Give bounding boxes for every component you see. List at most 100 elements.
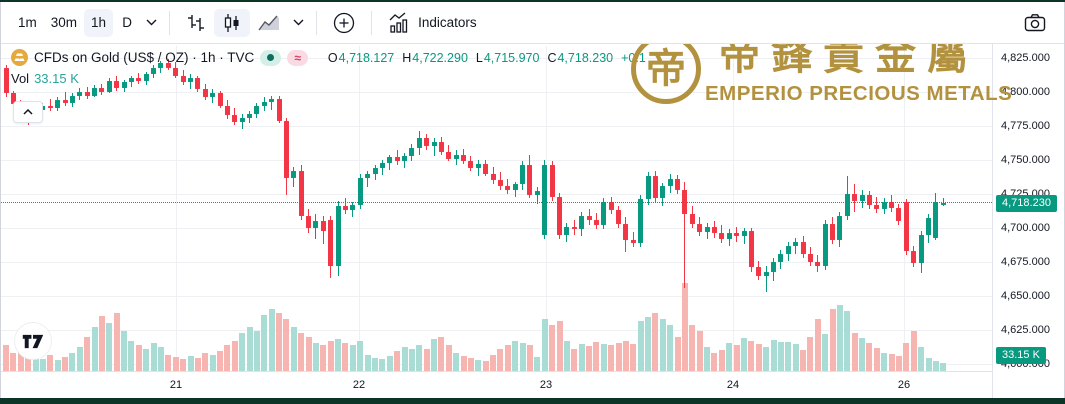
indicators-button[interactable]: Indicators [380,9,484,37]
vertical-gridline [359,46,360,371]
candle-body [726,233,732,239]
area-chart-type-button[interactable] [250,9,288,37]
candle-body [128,78,134,83]
candle-body [623,223,629,241]
ohlc-key: L [475,50,483,65]
candle-wick [765,266,767,292]
candle-body [106,81,112,92]
market-status-pill[interactable] [260,49,282,66]
candle-body [785,245,791,254]
volume-bar [918,347,925,371]
tradingview-logo-icon [22,334,44,348]
interval-button-D[interactable]: D [113,9,141,37]
candle-body [379,162,385,169]
volume-bar [866,343,873,371]
candle-body [62,100,68,103]
volume-bar [180,359,187,371]
candle-body [357,177,363,205]
candle-body [210,93,216,98]
current-price-line [1,202,992,204]
volume-bar [209,355,216,371]
volume-bar [25,357,32,371]
volume-bar [763,347,770,371]
candle-body [645,176,651,200]
plot-area[interactable] [1,2,992,371]
volume-bar [792,344,799,371]
volume-bar [305,337,312,371]
price-tick-label: 4,825.000 [1001,52,1050,64]
candle-wick [433,138,435,156]
candle-wick [942,197,944,207]
volume-bar [54,360,61,371]
volume-bar [261,315,268,371]
candle-body [859,195,865,201]
candle-body [188,78,193,83]
volume-bar [586,346,593,371]
volume-value-badge: 33.15 K [996,347,1046,364]
candle-body [84,92,90,97]
volume-bar [165,355,172,371]
candle-chart-type-button[interactable] [214,8,251,37]
pane-expand-button[interactable] [13,101,43,123]
volume-bar [615,343,622,371]
bar-chart-type-button[interactable] [178,9,214,37]
volume-bar [438,337,445,371]
price-axis[interactable]: 4,825.0004,800.0004,775.0004,750.0004,72… [992,44,1064,398]
candle-body [771,262,777,272]
interval-button-1m[interactable]: 1m [11,9,44,37]
volume-bar [541,319,548,371]
candle-body [926,218,931,235]
market-status-dot-icon [267,54,275,61]
volume-bar [925,358,932,371]
candle-body [342,206,348,211]
chevron-down-icon [146,19,157,26]
tradingview-logo[interactable] [14,322,52,360]
candle-body [195,78,201,90]
candle-body [756,267,762,276]
volume-bar [39,359,46,371]
interval-button-30m[interactable]: 30m [44,9,84,37]
candle-body [793,241,799,246]
interval-button-1h[interactable]: 1h [84,8,114,37]
compare-add-button[interactable] [325,9,363,37]
volume-bar [379,359,386,371]
candle-body [483,164,489,174]
volume-bar [98,316,105,371]
volume-bar [283,319,290,371]
volume-bar [143,349,150,371]
candle-body [527,165,533,196]
symbol-title[interactable]: CFDs on Gold (US$ / OZ) · 1h · TVC [34,50,255,65]
area-chart-icon [258,15,280,30]
intervals-expand-chevron-button[interactable] [141,9,161,37]
camera-snapshot-button[interactable] [1016,9,1054,37]
candle-body [416,138,422,148]
volume-bar [940,363,947,371]
candle-wick [49,98,51,112]
candle-body [291,170,297,178]
candle-body [837,215,843,241]
volume-bar [194,358,201,371]
candle-body [711,226,717,234]
volume-bar [364,355,371,371]
price-change: +0.1 [621,50,646,65]
current-price-badge: 4,718.230 [996,194,1057,212]
candle-body [667,179,673,186]
candle-body [372,168,378,174]
price-tick-label: 4,750.000 [1001,154,1050,166]
volume-bar [600,344,607,371]
candle-body [224,105,230,116]
candle-body [807,253,813,262]
candle-body [114,81,120,88]
candle-body [652,176,658,199]
volume-bar [76,347,83,371]
chart-type-chevron-button[interactable] [288,9,308,37]
volume-bar [733,345,740,371]
toolbar-divider [169,10,171,35]
candle-wick [684,181,686,288]
gold-symbol-icon [11,49,28,66]
candle-body [601,202,607,226]
ohlc-values: O 4,718.127 H 4,722.290 L 4,715.970 C 4,718.230… [320,51,646,65]
delayed-data-pill[interactable]: ≈ [287,49,308,66]
candle-body [10,93,16,105]
